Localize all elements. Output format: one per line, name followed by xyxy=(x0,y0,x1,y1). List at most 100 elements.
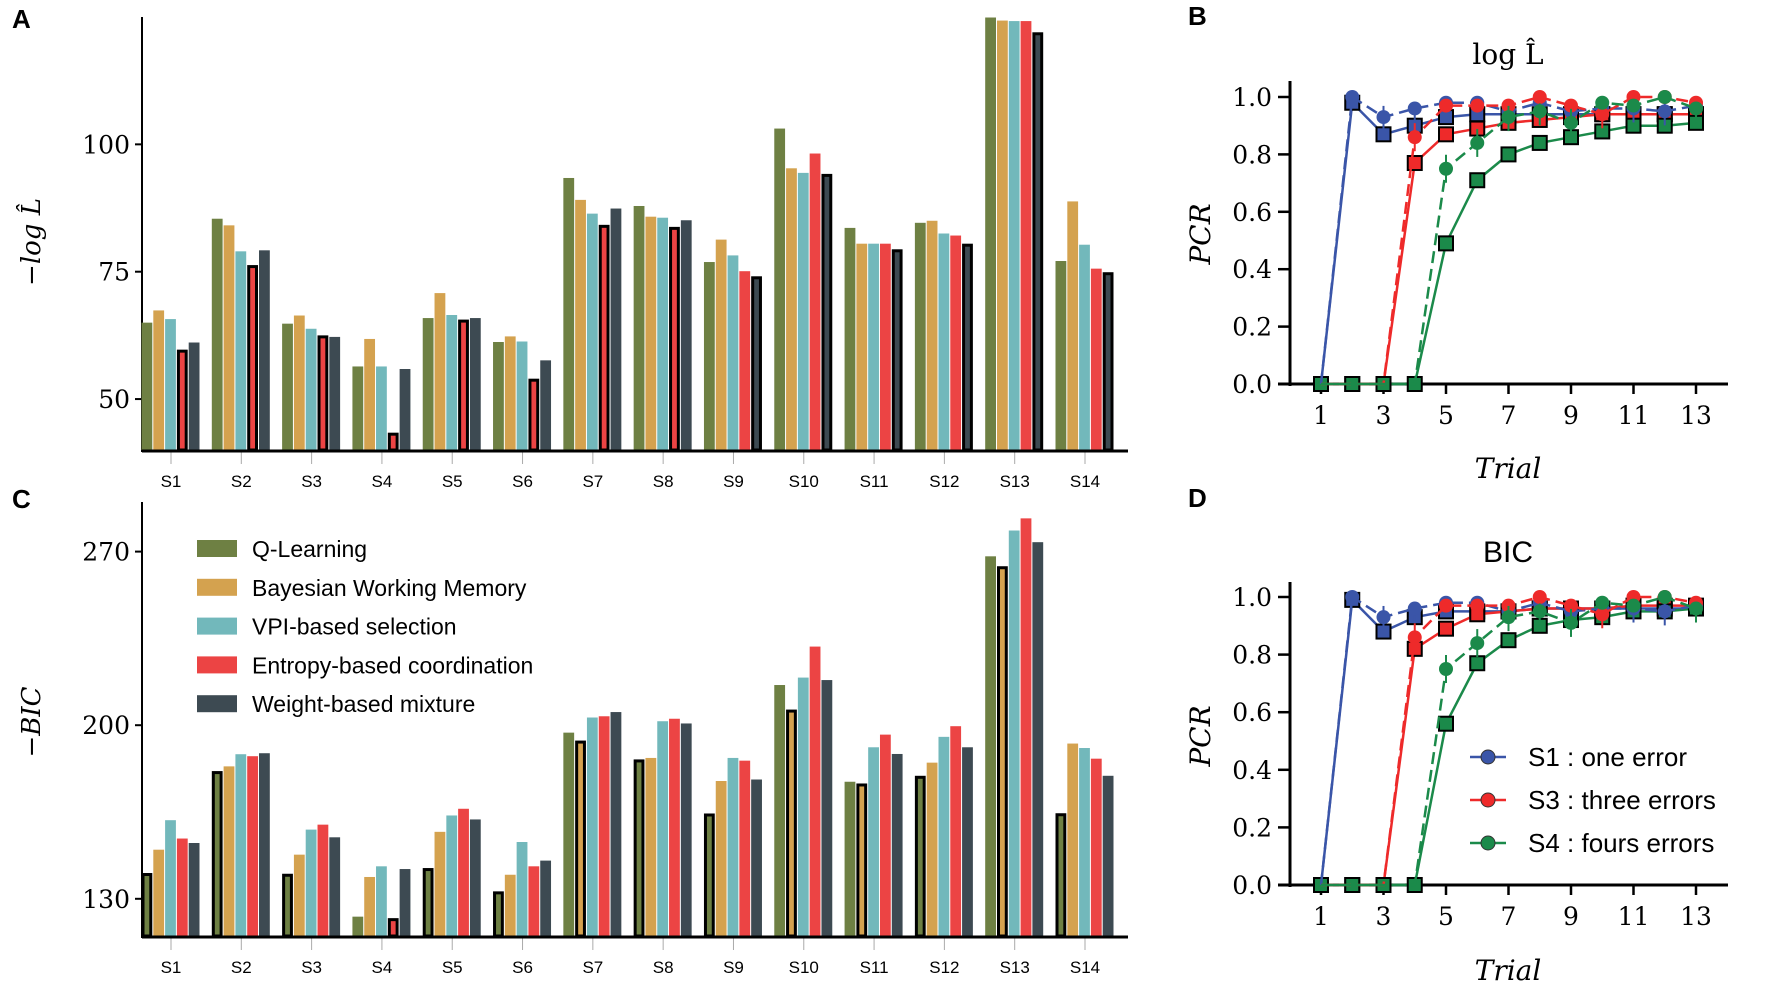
bar-s14-model-4 xyxy=(1090,758,1102,936)
data-point-circle xyxy=(1564,615,1578,630)
bar-s10-model-1 xyxy=(774,685,786,936)
bar-s14-model-5 xyxy=(1102,272,1114,452)
bar-s10-model-3 xyxy=(797,677,809,936)
bar-s6-model-4 xyxy=(528,866,540,936)
bar-s8-model-3 xyxy=(657,217,669,450)
bar-s10-model-1 xyxy=(774,128,786,451)
bar-s12-model-4 xyxy=(950,726,962,936)
bar-s1-model-5 xyxy=(188,342,200,450)
x-tick-label: S13 xyxy=(1000,472,1030,491)
bar-s11-model-2 xyxy=(856,783,868,938)
bar-s2-model-4 xyxy=(247,265,259,452)
bar-s1-model-3 xyxy=(165,319,176,450)
bar-s2-model-2 xyxy=(223,225,235,450)
x-tick-label: 11 xyxy=(1618,401,1650,430)
data-point-circle xyxy=(1501,610,1516,625)
bar-s5-model-1 xyxy=(422,868,434,938)
x-tick-label: S12 xyxy=(929,472,959,491)
bar-s5-model-5 xyxy=(469,819,481,936)
y-tick-label: 0.6 xyxy=(1232,698,1272,727)
bar-s2-model-1 xyxy=(211,218,223,450)
bar-s9-model-2 xyxy=(715,239,727,450)
legend-marker xyxy=(1480,749,1496,765)
x-tick-label: 5 xyxy=(1438,902,1454,931)
x-tick-label: S1 xyxy=(161,472,182,491)
legend-label: S1 : one error xyxy=(1528,742,1687,772)
bar-s14-model-1 xyxy=(1055,813,1067,938)
x-tick-label: S9 xyxy=(723,472,744,491)
legend-swatch xyxy=(197,617,237,635)
y-tick-label: 1.0 xyxy=(1232,83,1272,112)
bar-s2-model-5 xyxy=(259,753,270,936)
data-point-circle xyxy=(1407,101,1422,116)
bar-s7-model-5 xyxy=(610,208,622,450)
bar-s3-model-4 xyxy=(317,335,329,452)
bar-s11-model-4 xyxy=(879,734,891,936)
bar-s12-model-5 xyxy=(962,243,973,452)
legend-marker xyxy=(1480,792,1496,808)
panel-b-ylabel: PCR xyxy=(1184,203,1217,265)
x-tick-label: S1 xyxy=(161,958,182,977)
bar-s8-model-5 xyxy=(680,723,692,936)
data-point-circle xyxy=(1501,110,1516,125)
data-point-circle xyxy=(1345,590,1360,604)
bar-s9-model-3 xyxy=(727,255,739,450)
x-tick-label: S4 xyxy=(372,472,393,491)
x-tick-label: S8 xyxy=(653,958,674,977)
series-s4-model xyxy=(1313,114,1704,392)
data-point-circle xyxy=(1626,598,1641,613)
bar-s6-model-5 xyxy=(540,360,552,450)
bar-s5-model-4 xyxy=(458,808,469,936)
legend-label: Entropy-based coordination xyxy=(252,652,533,678)
bar-s12-model-2 xyxy=(926,220,938,450)
bar-s3-model-4 xyxy=(317,824,329,936)
bar-s13-model-3 xyxy=(1008,21,1020,451)
bar-s4-model-1 xyxy=(352,366,364,450)
x-tick-label: S10 xyxy=(789,472,819,491)
data-point-circle xyxy=(1407,130,1422,145)
bar-s3-model-1 xyxy=(282,323,293,450)
bar-s4-model-1 xyxy=(352,916,364,936)
bar-s9-model-1 xyxy=(703,813,715,938)
data-point-circle xyxy=(1657,590,1672,604)
panel-letter-a: A xyxy=(12,4,31,34)
bar-s6-model-2 xyxy=(504,336,516,450)
series-line xyxy=(1319,100,1696,385)
data-point-circle xyxy=(1470,636,1485,651)
data-point-square xyxy=(1469,172,1486,189)
y-tick-label: 0.0 xyxy=(1232,871,1272,900)
y-tick-label: 270 xyxy=(82,538,130,567)
bar-s12-model-2 xyxy=(926,762,938,936)
x-tick-label: 13 xyxy=(1680,902,1712,931)
bar-s2-model-4 xyxy=(247,756,259,936)
data-point-circle xyxy=(1532,590,1547,604)
data-point-circle xyxy=(1564,598,1578,613)
x-tick-label: 5 xyxy=(1438,401,1454,430)
bar-s10-model-4 xyxy=(809,646,821,936)
bar-s13-model-2 xyxy=(996,566,1008,938)
data-point-circle xyxy=(1501,98,1516,113)
x-tick-label: 1 xyxy=(1313,902,1329,931)
y-tick-label: 0.2 xyxy=(1232,813,1272,842)
bar-s1-model-1 xyxy=(141,322,153,450)
bar-s10-model-4 xyxy=(809,153,821,451)
bar-s11-model-5 xyxy=(891,249,903,452)
bar-s6-model-4 xyxy=(528,378,540,452)
bar-s8-model-2 xyxy=(645,216,657,450)
x-tick-label: S6 xyxy=(512,472,533,491)
legend-swatch xyxy=(197,695,237,713)
bar-s14-model-1 xyxy=(1055,261,1067,450)
bar-s8-model-4 xyxy=(669,718,680,936)
bar-s9-model-5 xyxy=(751,276,762,452)
data-point-circle xyxy=(1657,604,1672,619)
data-point-circle xyxy=(1657,104,1672,119)
bar-s4-model-2 xyxy=(364,338,376,450)
series-s4-data xyxy=(1321,90,1703,386)
panel-letter-c: C xyxy=(12,484,31,514)
bar-s5-model-1 xyxy=(422,318,434,450)
line-chart-panel-b: 0.00.20.40.60.81.01 3 5 7 9 11 13 xyxy=(1232,81,1728,430)
bar-s11-model-3 xyxy=(868,243,879,450)
bar-s11-model-2 xyxy=(856,243,868,450)
bar-s8-model-4 xyxy=(669,226,680,452)
